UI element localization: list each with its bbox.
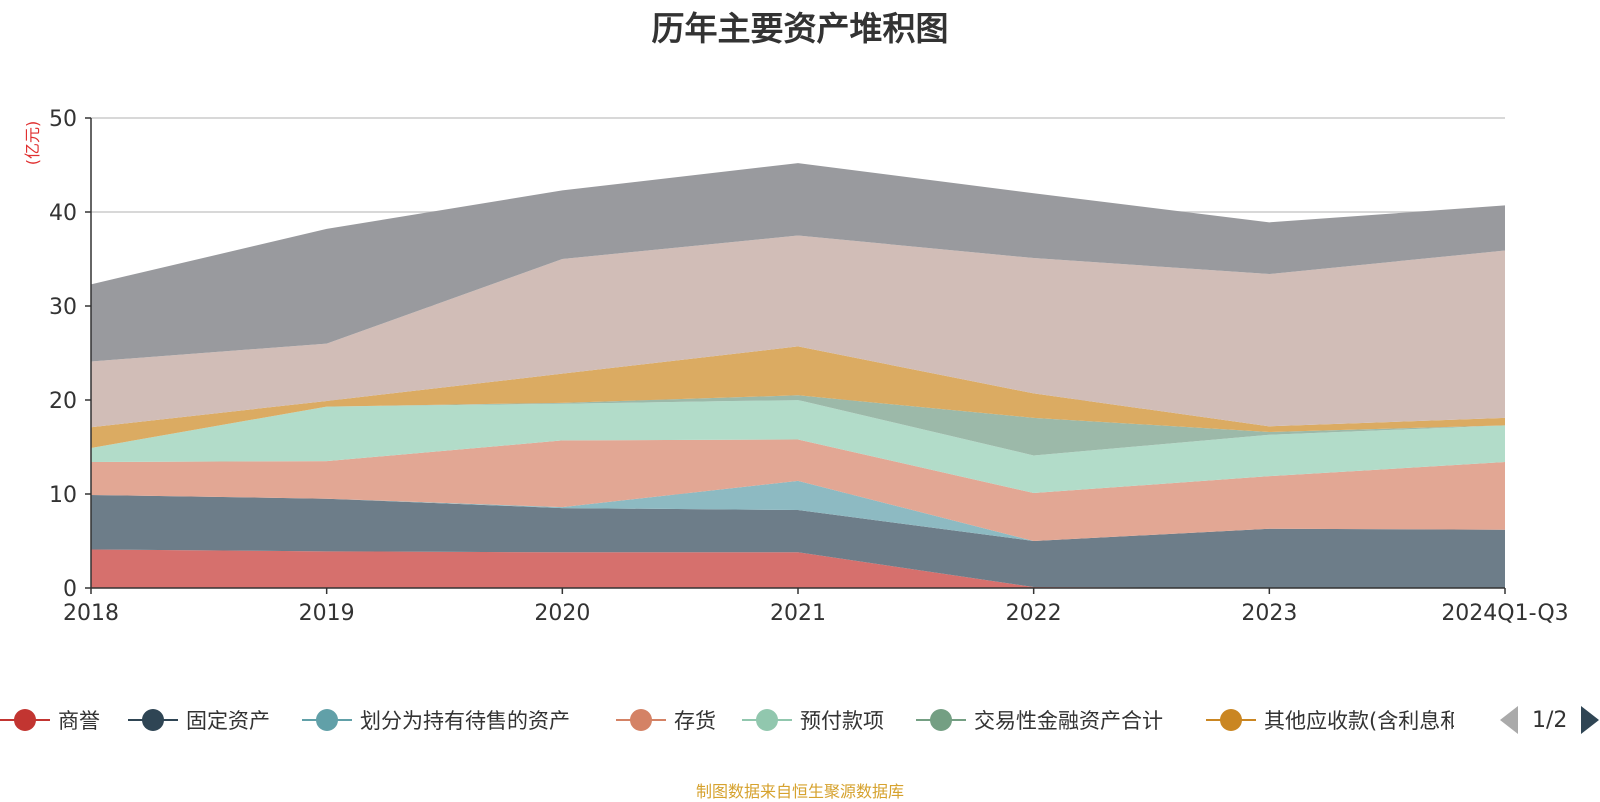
legend-swatch-icon [302, 700, 352, 740]
legend-item[interactable]: 交易性金融资产合计 [916, 700, 1163, 740]
legend-label: 商誉 [58, 709, 100, 733]
area-series-8 [91, 163, 1505, 362]
legend-label: 固定资产 [186, 709, 270, 733]
area-series-6 [91, 346, 1505, 448]
legend-item[interactable]: 其他应收款(含利息和股利) [1206, 700, 1454, 740]
y-tick-label: 20 [49, 389, 77, 414]
legend-item[interactable]: 商誉 [0, 700, 100, 740]
legend-swatch-icon [742, 700, 792, 740]
legend-label: 预付款项 [800, 709, 884, 733]
area-series-2 [91, 480, 1505, 541]
x-tick-label: 2018 [63, 601, 119, 626]
y-axis-unit-label: (亿元) [23, 121, 42, 166]
area-series-1 [91, 494, 1505, 588]
legend-page-indicator: 1/2 [1532, 707, 1568, 733]
legend-next-page-icon[interactable] [1581, 706, 1600, 734]
legend-label: 划分为持有待售的资产 [360, 709, 570, 733]
x-tick-label: 2020 [534, 601, 590, 626]
legend-swatch-icon [1206, 700, 1256, 740]
legend-swatch-icon [616, 700, 666, 740]
y-tick-label: 50 [49, 107, 77, 132]
legend-item[interactable]: 固定资产 [128, 700, 270, 740]
source-note: 制图数据来自恒生聚源数据库 [695, 782, 904, 801]
area-series-3 [91, 439, 1505, 541]
stacked-area-chart: 0 10 20 30 40 50 2018 2019 2020 2021 2022 2023 2024Q… [23, 107, 1569, 626]
chart-title: 历年主要资产堆积图 [651, 9, 949, 48]
legend-item[interactable]: 预付款项 [742, 700, 884, 740]
legend-swatch-icon [916, 700, 966, 740]
legend-item[interactable]: 划分为持有待售的资产 [302, 700, 570, 740]
legend-label: 存货 [674, 709, 716, 733]
x-tick-label: 2019 [299, 601, 355, 626]
y-tick-label: 40 [49, 201, 77, 226]
x-tick-label: 2021 [770, 601, 826, 626]
y-tick-label: 30 [49, 295, 77, 320]
legend-pager: 1/2 [1500, 700, 1600, 740]
legend: 商誉 固定资产 划分为持有待售的资产 存货 预付款项 交易性金融资产合计 其他应收款(含利息… [0, 700, 1600, 740]
area-series [91, 163, 1505, 588]
legend-prev-page-icon[interactable] [1500, 706, 1518, 734]
axes: 0 10 20 30 40 50 2018 2019 2020 2021 2022 2023 2024Q… [49, 107, 1569, 626]
legend-label: 其他应收款(含利息和股利) [1264, 709, 1454, 733]
area-series-4 [91, 400, 1505, 494]
y-tick-label: 0 [63, 577, 77, 602]
x-tick-label: 2024Q1-Q3 [1441, 601, 1568, 626]
legend-swatch-icon [0, 700, 50, 740]
x-tick-label: 2022 [1006, 601, 1062, 626]
legend-item[interactable]: 存货 [616, 700, 716, 740]
area-series-5 [91, 395, 1505, 456]
y-tick-label: 10 [49, 483, 77, 508]
area-series-0 [91, 549, 1505, 588]
x-tick-label: 2023 [1241, 601, 1297, 626]
legend-swatch-icon [128, 700, 178, 740]
area-series-7 [91, 235, 1505, 428]
legend-label: 交易性金融资产合计 [974, 709, 1163, 733]
